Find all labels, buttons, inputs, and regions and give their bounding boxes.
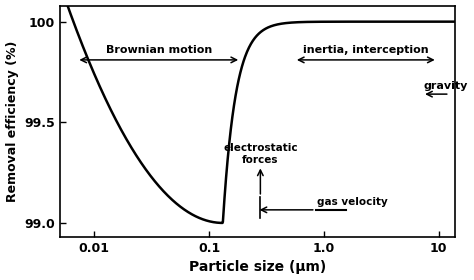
Text: gas velocity: gas velocity (318, 197, 388, 207)
Text: inertia, interception: inertia, interception (302, 45, 428, 55)
X-axis label: Particle size (μm): Particle size (μm) (189, 260, 326, 274)
Text: electrostatic
forces: electrostatic forces (223, 143, 298, 165)
Text: gravity: gravity (423, 81, 468, 91)
Text: Brownian motion: Brownian motion (106, 45, 213, 55)
Y-axis label: Removal efficiency (%): Removal efficiency (%) (6, 41, 18, 202)
